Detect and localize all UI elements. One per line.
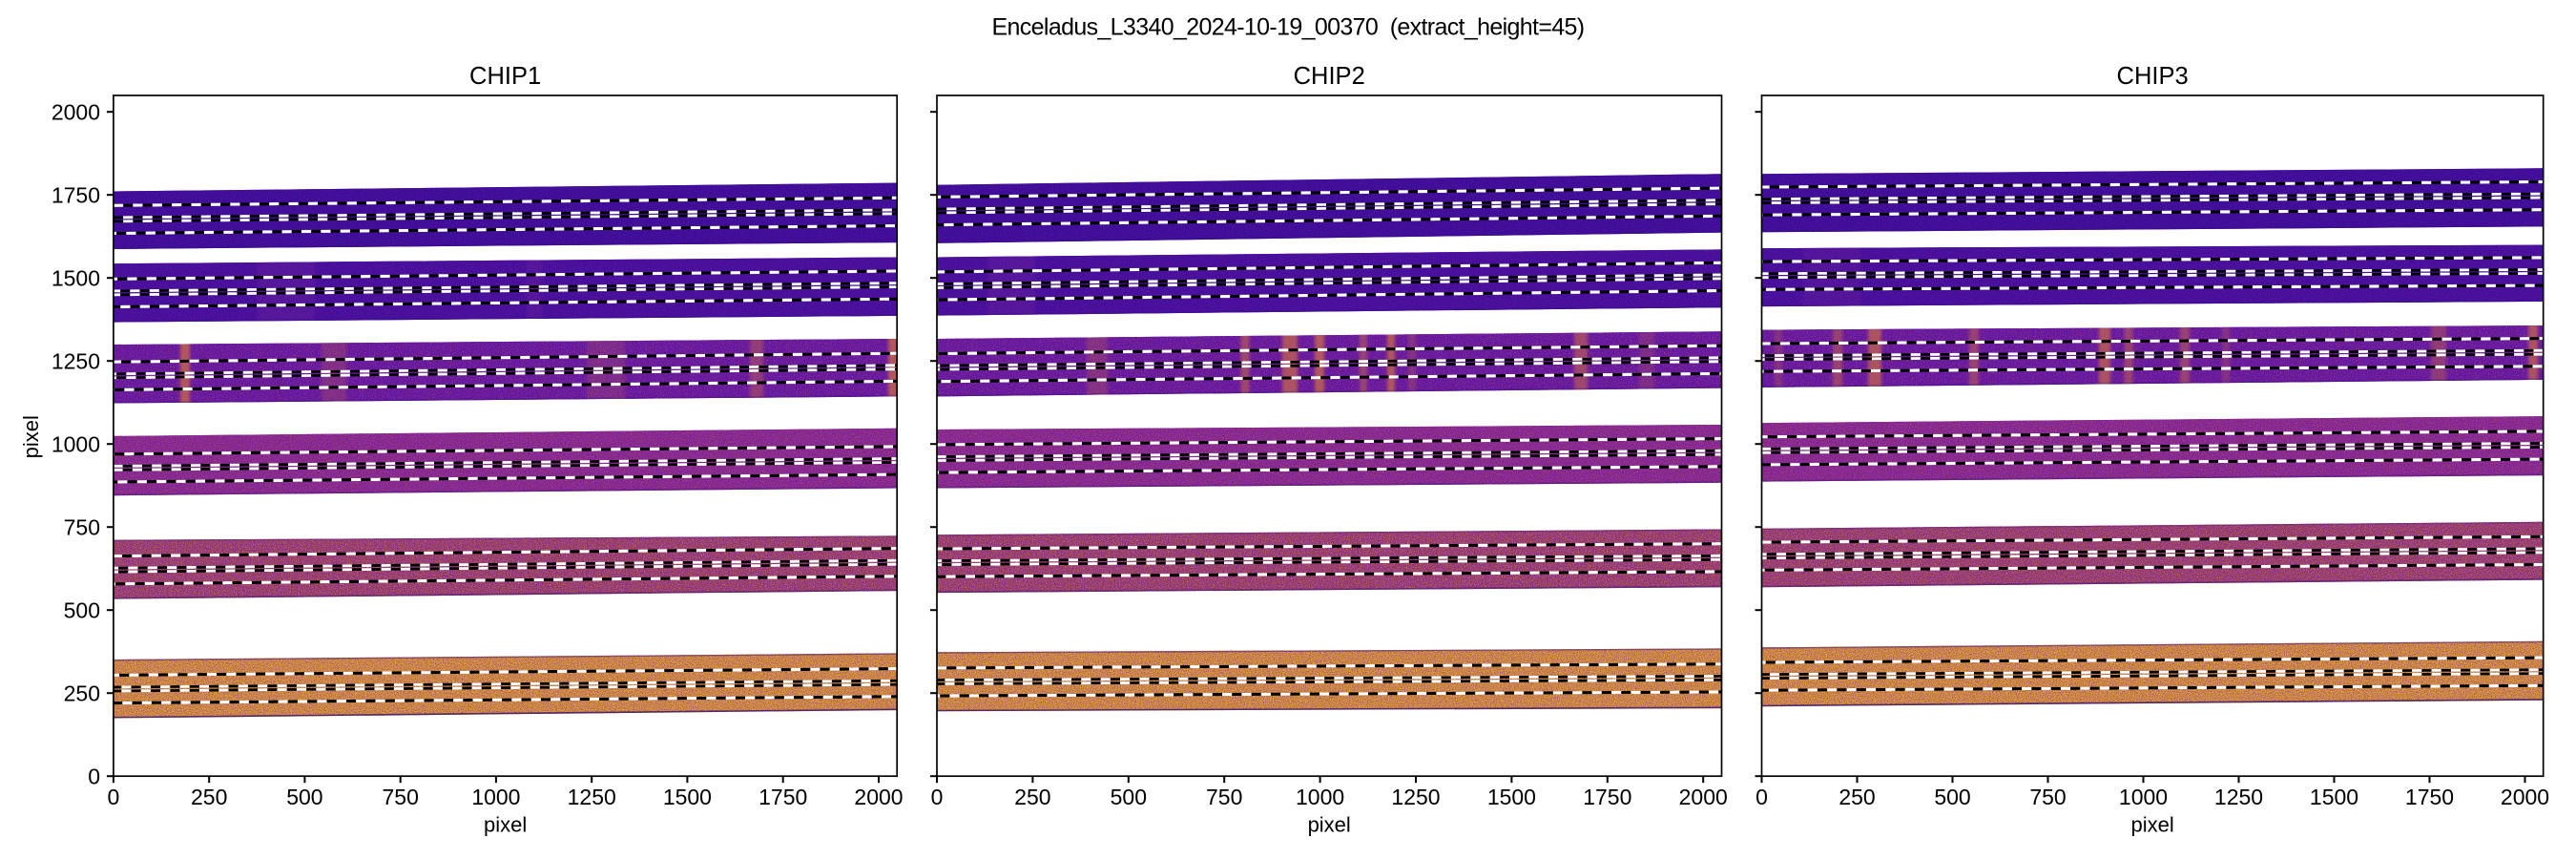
svg-text:750: 750 xyxy=(64,515,100,540)
svg-text:CHIP2: CHIP2 xyxy=(1294,63,1365,90)
svg-text:1750: 1750 xyxy=(2405,785,2454,809)
svg-text:pixel: pixel xyxy=(484,812,527,836)
svg-text:750: 750 xyxy=(2029,785,2066,809)
svg-text:1500: 1500 xyxy=(2310,785,2358,809)
svg-text:1250: 1250 xyxy=(2214,785,2263,809)
svg-text:pixel: pixel xyxy=(19,415,43,458)
svg-text:250: 250 xyxy=(191,785,227,809)
svg-text:1000: 1000 xyxy=(52,432,100,457)
svg-text:2000: 2000 xyxy=(52,100,100,125)
svg-text:2000: 2000 xyxy=(2501,785,2549,809)
svg-text:250: 250 xyxy=(64,681,100,706)
svg-text:1000: 1000 xyxy=(471,785,520,809)
svg-text:500: 500 xyxy=(1111,785,1147,809)
svg-text:500: 500 xyxy=(1934,785,1970,809)
svg-text:pixel: pixel xyxy=(1308,812,1351,836)
svg-text:1500: 1500 xyxy=(52,266,100,291)
svg-text:250: 250 xyxy=(1839,785,1875,809)
svg-text:2000: 2000 xyxy=(854,785,903,809)
svg-text:0: 0 xyxy=(1755,785,1768,809)
svg-text:500: 500 xyxy=(286,785,322,809)
svg-text:CHIP3: CHIP3 xyxy=(2117,63,2189,90)
svg-text:1500: 1500 xyxy=(663,785,712,809)
svg-text:1250: 1250 xyxy=(1391,785,1440,809)
svg-text:1750: 1750 xyxy=(758,785,807,809)
svg-text:1500: 1500 xyxy=(1487,785,1536,809)
svg-text:0: 0 xyxy=(931,785,944,809)
svg-text:750: 750 xyxy=(383,785,419,809)
svg-text:250: 250 xyxy=(1014,785,1050,809)
svg-text:750: 750 xyxy=(1206,785,1242,809)
svg-text:CHIP1: CHIP1 xyxy=(469,63,541,90)
svg-text:1250: 1250 xyxy=(52,349,100,374)
svg-text:1000: 1000 xyxy=(2119,785,2168,809)
svg-text:Enceladus_L3340_2024-10-19_003: Enceladus_L3340_2024-10-19_00370 (extrac… xyxy=(992,14,1585,41)
svg-text:2000: 2000 xyxy=(1679,785,1728,809)
svg-text:1750: 1750 xyxy=(52,183,100,208)
svg-text:500: 500 xyxy=(64,598,100,623)
svg-text:0: 0 xyxy=(108,785,120,809)
svg-text:1000: 1000 xyxy=(1296,785,1344,809)
svg-text:1750: 1750 xyxy=(1583,785,1631,809)
svg-text:pixel: pixel xyxy=(2130,812,2173,836)
svg-text:0: 0 xyxy=(88,765,100,789)
svg-text:1250: 1250 xyxy=(568,785,616,809)
